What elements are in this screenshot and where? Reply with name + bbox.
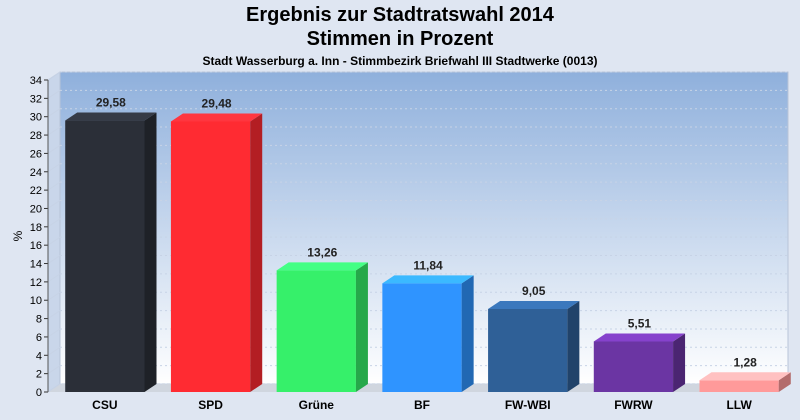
grid-line-side — [47, 163, 61, 173]
bar-fwrw: 5,51 — [593, 316, 686, 392]
y-tick-label: 16 — [30, 240, 42, 252]
y-tick-label: 2 — [36, 369, 42, 381]
y-tick-label: 28 — [30, 130, 42, 142]
y-axis-label: % — [11, 230, 25, 241]
x-tick-label: FWRW — [614, 398, 653, 412]
grid-line-side — [47, 383, 61, 393]
chart-subtitle: Stimmen in Prozent — [306, 28, 494, 50]
grid-line-side — [47, 144, 61, 154]
x-tick-label: Grüne — [299, 398, 335, 412]
grid-line-side — [47, 126, 61, 136]
bar-front — [65, 120, 145, 392]
data-label: 5,51 — [628, 316, 652, 330]
grid-line-side — [47, 108, 61, 118]
chart-district: Stadt Wasserburg a. Inn - Stimmbezirk Br… — [202, 54, 598, 68]
bar-top — [276, 262, 368, 271]
y-tick-label: 26 — [30, 148, 42, 160]
plot-side-wall — [47, 71, 61, 393]
grid-line-side — [47, 310, 61, 320]
y-tick-label: 12 — [30, 277, 42, 289]
grid-line-side — [47, 89, 61, 99]
data-label: 13,26 — [307, 245, 337, 259]
y-tick-label: 0 — [36, 387, 42, 399]
y-tick-label: 10 — [30, 295, 42, 307]
grid-line-side — [47, 273, 61, 283]
y-tick-label: 20 — [30, 203, 42, 215]
x-axis-labels: CSU SPD Grüne BF FW-WBI FWRW LLW — [92, 398, 752, 412]
grid-line-side — [47, 218, 61, 228]
bar-front — [170, 121, 251, 392]
bar-spd: 29,48 — [170, 96, 263, 392]
y-tick-label: 24 — [30, 167, 42, 179]
chart-title: Ergebnis zur Stadtratswahl 2014 — [246, 4, 554, 26]
bar-side — [673, 333, 686, 392]
grid-line-side — [47, 200, 61, 209]
bar-top — [488, 300, 580, 309]
bar-grüne: 13,26 — [276, 245, 368, 392]
y-tick-label: 14 — [30, 259, 42, 271]
x-tick-label: SPD — [198, 398, 223, 412]
bar-side — [461, 275, 474, 392]
bar-top — [170, 113, 263, 122]
grid-line-side — [47, 346, 61, 356]
x-tick-label: LLW — [726, 398, 752, 412]
grid-line-side — [47, 181, 61, 191]
bar-side — [778, 372, 791, 392]
y-tick-label: 8 — [36, 314, 42, 326]
bar-top — [699, 372, 791, 381]
y-tick-label: 34 — [30, 75, 42, 87]
data-label: 1,28 — [733, 355, 757, 369]
x-tick-label: CSU — [92, 398, 117, 412]
y-tick-label: 18 — [30, 222, 42, 234]
x-tick-label: BF — [414, 398, 430, 412]
grid-line-side — [47, 236, 61, 246]
bar-csu: 29,58 — [65, 96, 157, 392]
grid-line-side — [47, 255, 61, 264]
bar-side — [355, 262, 368, 392]
data-label: 29,58 — [96, 96, 126, 110]
y-tick-label: 6 — [36, 332, 42, 344]
bar-front — [699, 380, 779, 392]
bar-front — [593, 341, 674, 392]
y-tick-label: 30 — [30, 112, 42, 124]
data-label: 11,84 — [413, 258, 443, 272]
bars: 29,58 29,48 13,26 11,84 9,05 5,51 1,28 — [65, 96, 791, 392]
bar-side — [144, 112, 157, 392]
bar-llw: 1,28 — [699, 355, 791, 392]
bar-fw-wbi: 9,05 — [488, 284, 580, 392]
data-label: 29,48 — [202, 96, 232, 110]
bar-side — [250, 113, 263, 392]
bar-front — [382, 283, 462, 392]
bar-front — [276, 270, 356, 392]
bar-side — [567, 300, 580, 392]
bar-front — [488, 308, 568, 392]
y-tick-label: 32 — [30, 93, 42, 105]
bar-bf: 11,84 — [382, 258, 474, 392]
grid-line-side — [47, 328, 61, 338]
y-tick-label: 22 — [30, 185, 42, 197]
x-tick-label: FW-WBI — [505, 398, 551, 412]
grid-line-side — [47, 71, 61, 81]
bar-top — [593, 333, 686, 342]
grid-line-side — [47, 365, 61, 375]
grid-line-side — [47, 291, 61, 301]
bar-top — [382, 275, 474, 284]
data-label: 9,05 — [522, 284, 546, 298]
y-tick-label: 4 — [36, 350, 42, 362]
bar-top — [65, 112, 157, 121]
